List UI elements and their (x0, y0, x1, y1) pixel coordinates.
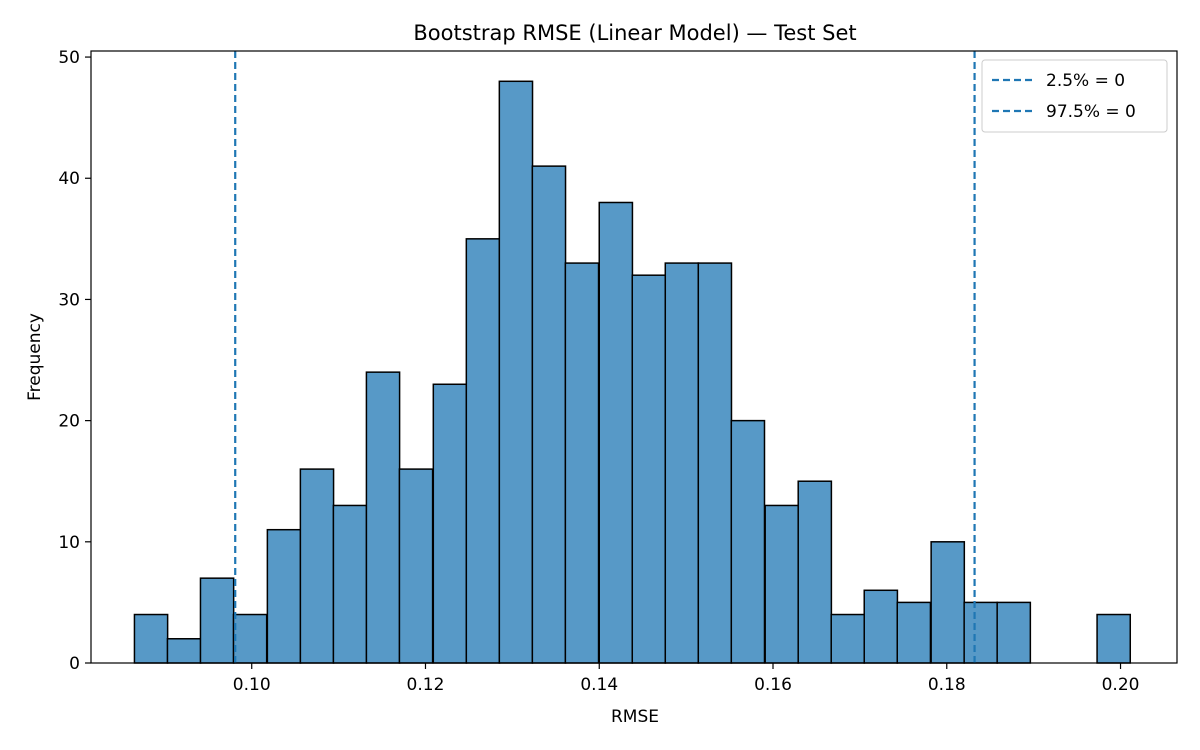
histogram-bar-15 (631, 274, 667, 664)
y-tick-label: 50 (58, 48, 80, 68)
legend: 2.5% = 0 97.5% = 0 (981, 59, 1168, 133)
histogram-bar-5 (299, 468, 335, 664)
histogram-bar-16 (664, 262, 700, 664)
x-tick-label: 0.16 (754, 675, 792, 695)
histogram-bar-19 (764, 504, 800, 664)
histogram-bar-11 (498, 80, 534, 664)
y-tick-label: 20 (58, 412, 80, 432)
histogram-bar-29 (1096, 613, 1132, 664)
x-axis-label: RMSE (611, 707, 659, 727)
histogram-bar-4 (266, 528, 302, 664)
histogram-bar-24 (930, 541, 966, 664)
x-tick-label: 0.20 (1102, 675, 1140, 695)
x-axis-ticks: 0.10 0.12 0.14 0.16 0.18 0.20 (233, 663, 1140, 695)
y-axis-label: Frequency (25, 313, 45, 401)
histogram-bar-1 (166, 638, 202, 664)
histogram-bar-21 (830, 613, 866, 664)
y-tick-label: 30 (58, 290, 80, 310)
x-tick-label: 0.18 (928, 675, 966, 695)
chart-title: Bootstrap RMSE (Linear Model) — Test Set (413, 21, 856, 45)
histogram-bar-25 (963, 601, 999, 664)
y-tick-label: 0 (69, 654, 80, 674)
histogram-bar-26 (996, 601, 1032, 664)
y-tick-label: 10 (58, 533, 80, 553)
percentile-lines (234, 51, 976, 663)
histogram-bar-9 (432, 383, 468, 664)
x-tick-label: 0.14 (580, 675, 618, 695)
histogram-bar-14 (598, 201, 634, 664)
plot-frame (90, 50, 1178, 664)
histogram-bar-2 (199, 577, 235, 664)
histogram-bars (133, 80, 1132, 664)
histogram-bar-18 (730, 419, 766, 664)
histogram-bar-7 (365, 371, 401, 664)
histogram-bar-3 (232, 613, 268, 664)
x-tick-label: 0.12 (407, 675, 445, 695)
histogram-bar-22 (863, 589, 899, 664)
histogram-bar-13 (564, 262, 600, 664)
y-axis-ticks: 0 10 20 30 40 50 (58, 48, 91, 674)
legend-entry-1: 97.5% = 0 (1046, 102, 1136, 122)
histogram-bar-23 (896, 601, 932, 664)
histogram-bar-0 (133, 613, 169, 664)
histogram-bar-10 (465, 238, 501, 664)
x-tick-label: 0.10 (233, 675, 271, 695)
histogram-bar-8 (398, 468, 434, 664)
legend-entry-0: 2.5% = 0 (1046, 71, 1125, 91)
histogram-bar-12 (531, 165, 567, 664)
legend-box (981, 59, 1168, 133)
histogram-bar-20 (797, 480, 833, 664)
y-tick-label: 40 (58, 169, 80, 189)
histogram-bar-6 (332, 504, 368, 664)
histogram-bar-17 (697, 262, 733, 664)
